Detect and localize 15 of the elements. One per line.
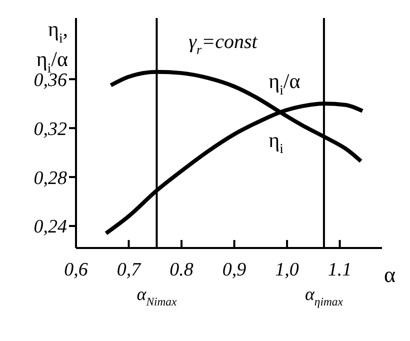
- y-tick-label: 0,24: [34, 216, 68, 238]
- x-tick-label: 1,0: [275, 259, 300, 280]
- series-label: η$_{i}$/α: [268, 68, 300, 98]
- ref-line-label: α$_{ηimax}$: [304, 284, 344, 308]
- annotation: γ$_{r}$=const: [188, 31, 258, 57]
- x-tick-label: 1.1: [328, 259, 352, 280]
- series-label: η$_{i}$: [268, 128, 284, 156]
- ref-line-label: α$_{Nimax}$: [136, 284, 178, 308]
- x-tick-label: 0,9: [222, 259, 247, 280]
- y-tick-label: 0,32: [34, 118, 68, 140]
- x-axis-title: α: [384, 262, 396, 287]
- x-tick-label: 0,6: [64, 259, 88, 280]
- x-tick-label: 0,7: [116, 259, 142, 280]
- y-tick-label: 0,28: [34, 168, 68, 189]
- x-tick-label: 0.8: [170, 259, 194, 280]
